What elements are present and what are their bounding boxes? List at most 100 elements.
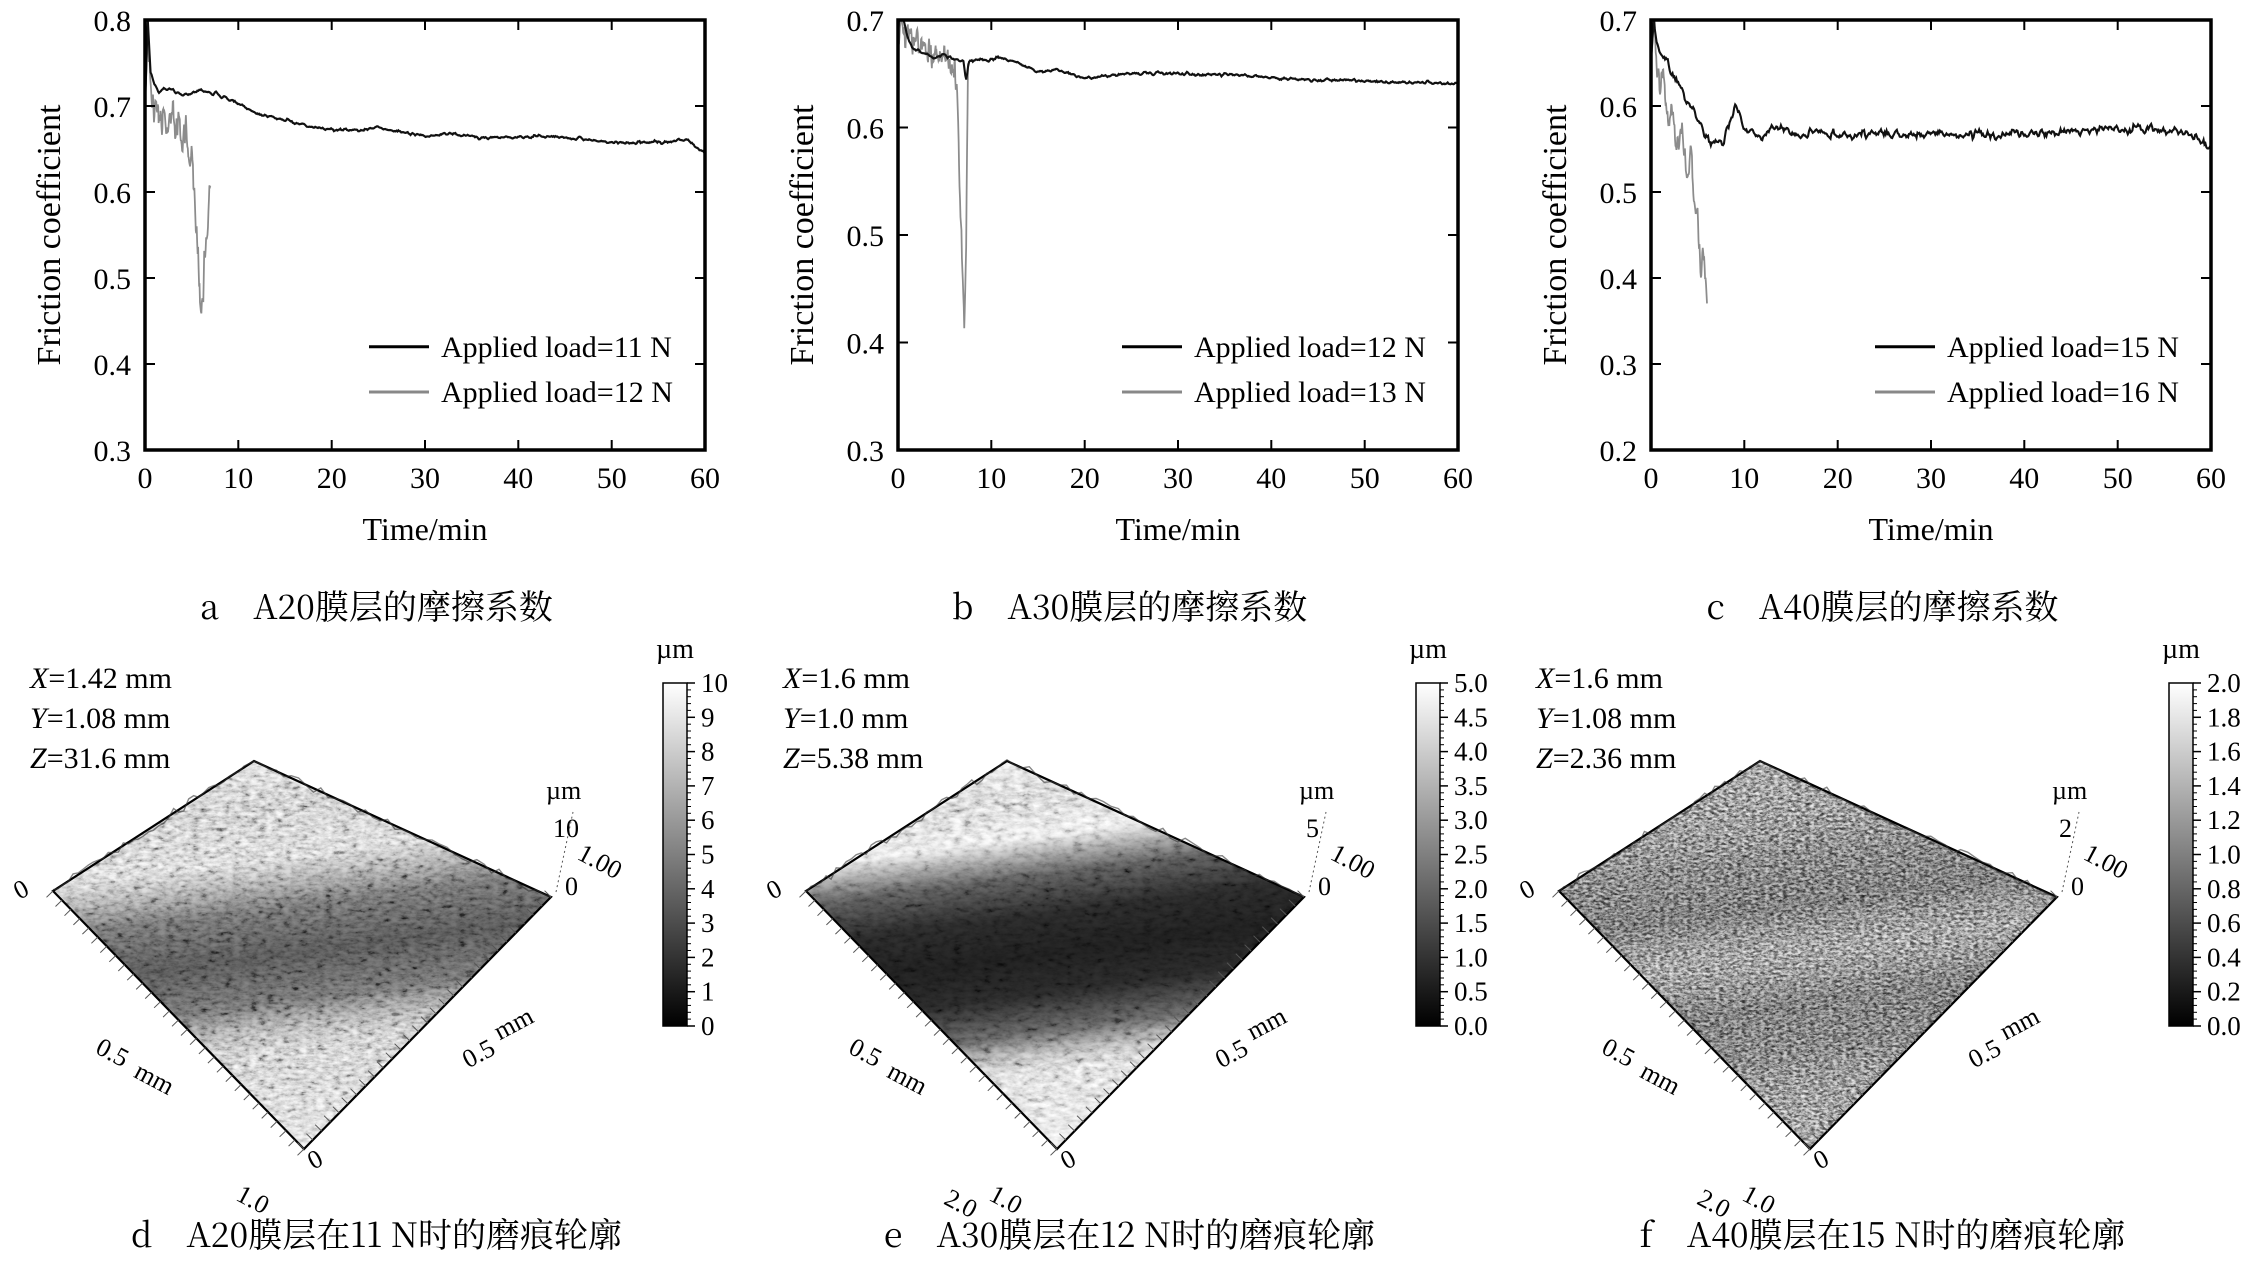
svg-text:Applied load=16 N: Applied load=16 N	[1947, 376, 2179, 409]
svg-text:0.5: 0.5	[844, 1032, 886, 1073]
svg-text:Applied load=12 N: Applied load=12 N	[441, 376, 673, 409]
svg-text:Applied load=13 N: Applied load=13 N	[1194, 376, 1426, 409]
svg-text:Friction coefficient: Friction coefficient	[31, 104, 68, 365]
svg-text:2: 2	[2059, 814, 2072, 843]
svg-text:Applied load=15 N: Applied load=15 N	[1947, 331, 2179, 364]
svg-text:40: 40	[1256, 462, 1286, 495]
svg-text:0.5: 0.5	[94, 263, 132, 296]
svg-text:0: 0	[302, 1144, 327, 1176]
svg-text:µm: µm	[656, 634, 694, 665]
svg-text:0: 0	[565, 872, 578, 901]
svg-text:1.5: 1.5	[1454, 908, 1488, 938]
svg-text:Y=1.0 mm: Y=1.0 mm	[783, 702, 908, 735]
svg-text:2: 2	[701, 942, 715, 972]
svg-text:0: 0	[2071, 872, 2084, 901]
svg-text:0: 0	[138, 462, 153, 495]
svg-text:Applied load=12 N: Applied load=12 N	[1194, 331, 1426, 364]
svg-text:X=1.42 mm: X=1.42 mm	[29, 662, 172, 695]
svg-text:0.2: 0.2	[2207, 977, 2241, 1007]
svg-text:0.5: 0.5	[1597, 1032, 1639, 1073]
svg-text:1.00: 1.00	[1326, 838, 1380, 885]
svg-text:0.5: 0.5	[1210, 1033, 1252, 1074]
svg-text:0.7: 0.7	[847, 5, 885, 38]
svg-text:9: 9	[701, 702, 715, 732]
svg-text:50: 50	[597, 462, 627, 495]
svg-text:0.8: 0.8	[2207, 874, 2241, 904]
svg-text:1.6: 1.6	[2207, 737, 2241, 767]
svg-text:40: 40	[2009, 462, 2039, 495]
svg-text:0.6: 0.6	[2207, 908, 2241, 938]
svg-text:10: 10	[976, 462, 1006, 495]
svg-text:10: 10	[701, 668, 728, 698]
svg-text:0: 0	[1514, 874, 1539, 906]
svg-text:0: 0	[1808, 1144, 1833, 1176]
svg-text:Z=5.38 mm: Z=5.38 mm	[783, 742, 923, 775]
svg-text:6: 6	[701, 805, 715, 835]
svg-text:1.00: 1.00	[2079, 838, 2133, 885]
svg-text:2.5: 2.5	[1454, 840, 1488, 870]
svg-text:5: 5	[1306, 814, 1319, 843]
svg-text:10: 10	[223, 462, 253, 495]
svg-text:µm: µm	[1409, 634, 1447, 665]
svg-text:0.7: 0.7	[94, 91, 132, 124]
svg-text:0: 0	[8, 874, 33, 906]
svg-text:µm: µm	[1299, 776, 1334, 805]
svg-text:X=1.6 mm: X=1.6 mm	[782, 662, 910, 695]
svg-text:µm: µm	[546, 776, 581, 805]
svg-text:7: 7	[701, 771, 715, 801]
svg-text:4.0: 4.0	[1454, 737, 1488, 767]
svg-text:Y=1.08 mm: Y=1.08 mm	[1536, 702, 1676, 735]
svg-text:4: 4	[701, 874, 715, 904]
svg-text:50: 50	[1350, 462, 1380, 495]
svg-text:X=1.6 mm: X=1.6 mm	[1535, 662, 1663, 695]
svg-text:30: 30	[410, 462, 440, 495]
svg-text:0.5: 0.5	[847, 220, 885, 253]
svg-text:0.5: 0.5	[91, 1032, 133, 1073]
svg-text:3.5: 3.5	[1454, 771, 1488, 801]
svg-text:Time/min: Time/min	[1868, 511, 1993, 547]
svg-text:Friction coefficient: Friction coefficient	[784, 104, 821, 365]
svg-text:mm: mm	[489, 1001, 538, 1046]
svg-text:mm: mm	[1242, 1001, 1291, 1046]
svg-text:0.7: 0.7	[1600, 5, 1638, 38]
svg-text:1.8: 1.8	[2207, 702, 2241, 732]
svg-text:Time/min: Time/min	[362, 511, 487, 547]
svg-text:0: 0	[1644, 462, 1659, 495]
svg-text:Z=31.6 mm: Z=31.6 mm	[30, 742, 170, 775]
svg-text:2.0: 2.0	[1454, 874, 1488, 904]
svg-text:Y=1.08 mm: Y=1.08 mm	[30, 702, 170, 735]
svg-text:60: 60	[1443, 462, 1473, 495]
svg-text:60: 60	[2196, 462, 2226, 495]
svg-text:0.5: 0.5	[1600, 177, 1638, 210]
svg-text:mm: mm	[1995, 1001, 2044, 1046]
svg-text:µm: µm	[2162, 634, 2200, 665]
svg-text:0: 0	[891, 462, 906, 495]
svg-text:1.2: 1.2	[2207, 805, 2241, 835]
svg-text:0: 0	[1318, 872, 1331, 901]
svg-text:1.4: 1.4	[2207, 771, 2241, 801]
svg-text:0.6: 0.6	[94, 177, 132, 210]
svg-text:0.3: 0.3	[94, 435, 132, 468]
svg-text:0.4: 0.4	[94, 349, 132, 382]
svg-text:0.6: 0.6	[847, 113, 885, 146]
svg-text:5.0: 5.0	[1454, 668, 1488, 698]
svg-text:mm: mm	[883, 1056, 932, 1101]
svg-text:0.3: 0.3	[1600, 349, 1638, 382]
svg-text:Time/min: Time/min	[1115, 511, 1240, 547]
svg-text:0.5: 0.5	[1454, 977, 1488, 1007]
svg-text:20: 20	[1823, 462, 1853, 495]
svg-text:4.5: 4.5	[1454, 702, 1488, 732]
svg-text:0.4: 0.4	[2207, 942, 2241, 972]
svg-text:10: 10	[1729, 462, 1759, 495]
svg-text:mm: mm	[1636, 1056, 1685, 1101]
svg-text:50: 50	[2103, 462, 2133, 495]
svg-text:0: 0	[701, 1011, 715, 1041]
svg-text:10: 10	[553, 814, 579, 843]
svg-text:0.4: 0.4	[1600, 263, 1638, 296]
svg-text:0.5: 0.5	[457, 1033, 499, 1074]
svg-text:30: 30	[1916, 462, 1946, 495]
svg-text:3: 3	[701, 908, 715, 938]
svg-text:0.0: 0.0	[1454, 1011, 1488, 1041]
svg-text:0.3: 0.3	[847, 435, 885, 468]
svg-text:3.0: 3.0	[1454, 805, 1488, 835]
